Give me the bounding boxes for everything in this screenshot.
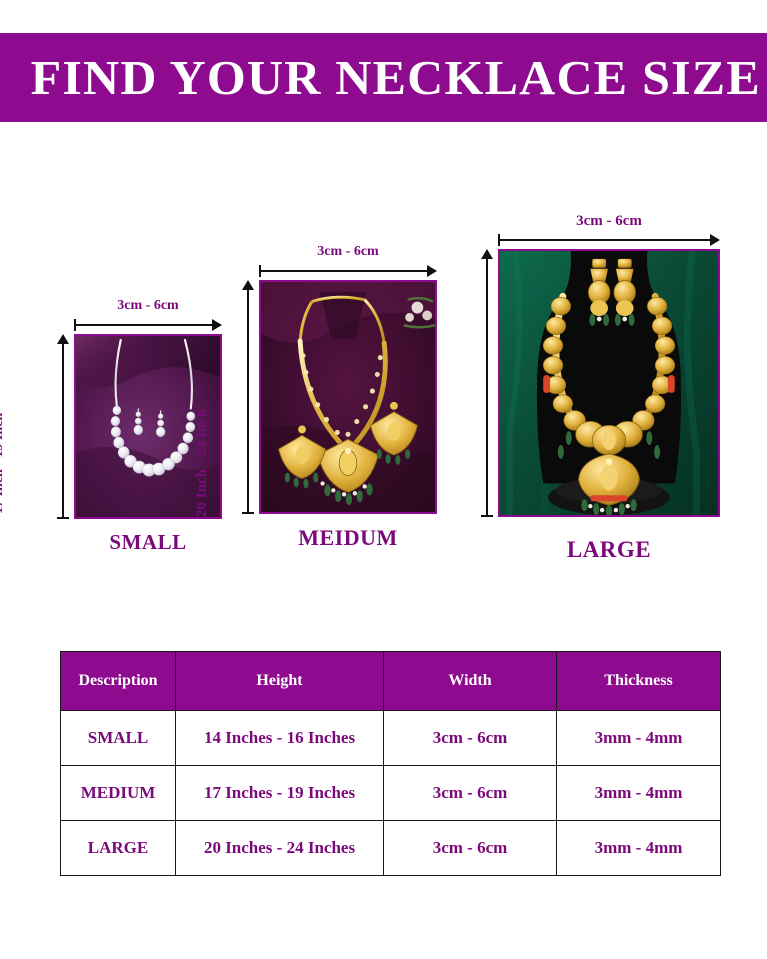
column-header-thickness: Thickness bbox=[556, 651, 721, 711]
cell-height: 20 Inches - 24 Inches bbox=[175, 820, 384, 876]
column-header-height: Height bbox=[175, 651, 384, 711]
large-width-arrow bbox=[498, 234, 720, 246]
large-height-arrow bbox=[481, 249, 493, 517]
large-height-label: 20 Inch - 24 Inch bbox=[194, 408, 210, 517]
medium-width-label: 3cm - 6cm bbox=[317, 244, 379, 259]
small-caption: SMALL bbox=[109, 530, 187, 554]
cell-description: LARGE bbox=[60, 820, 176, 876]
large-necklace-photo bbox=[498, 249, 720, 517]
large-width-label: 3cm - 6cm bbox=[576, 213, 642, 229]
table-header-row: Description Height Width Thickness bbox=[60, 651, 721, 711]
small-width-label: 3cm - 6cm bbox=[117, 298, 179, 313]
page-title: FIND YOUR NECKLACE SIZE bbox=[30, 50, 761, 105]
cell-thickness: 3mm - 4mm bbox=[556, 765, 721, 821]
small-necklace-photo bbox=[74, 334, 222, 519]
column-header-width: Width bbox=[383, 651, 557, 711]
small-width-arrow bbox=[74, 319, 222, 331]
size-panels-region: 3cm - 6cm 14 Inch - 16 Inch bbox=[0, 122, 767, 622]
cell-thickness: 3mm - 4mm bbox=[556, 820, 721, 876]
medium-caption: MEIDUM bbox=[298, 525, 398, 550]
table-row: MEDIUM 17 Inches - 19 Inches 3cm - 6cm 3… bbox=[60, 765, 721, 821]
cell-width: 3cm - 6cm bbox=[383, 820, 557, 876]
header-banner: FIND YOUR NECKLACE SIZE bbox=[0, 33, 767, 122]
cell-thickness: 3mm - 4mm bbox=[556, 710, 721, 766]
medium-necklace-photo bbox=[259, 280, 437, 514]
medium-width-arrow bbox=[259, 265, 437, 277]
large-caption: LARGE bbox=[566, 537, 652, 562]
size-chart-table: Description Height Width Thickness SMALL… bbox=[60, 651, 721, 876]
small-height-arrow bbox=[57, 334, 69, 519]
cell-width: 3cm - 6cm bbox=[383, 765, 557, 821]
medium-height-arrow bbox=[242, 280, 254, 514]
table-row: LARGE 20 Inches - 24 Inches 3cm - 6cm 3m… bbox=[60, 820, 721, 876]
cell-description: SMALL bbox=[60, 710, 176, 766]
table-row: SMALL 14 Inches - 16 Inches 3cm - 6cm 3m… bbox=[60, 710, 721, 766]
column-header-description: Description bbox=[60, 651, 176, 711]
cell-description: MEDIUM bbox=[60, 765, 176, 821]
cell-height: 17 Inches - 19 Inches bbox=[175, 765, 384, 821]
medium-height-label: 17 Inch - 19 Inch bbox=[0, 412, 6, 514]
cell-width: 3cm - 6cm bbox=[383, 710, 557, 766]
cell-height: 14 Inches - 16 Inches bbox=[175, 710, 384, 766]
